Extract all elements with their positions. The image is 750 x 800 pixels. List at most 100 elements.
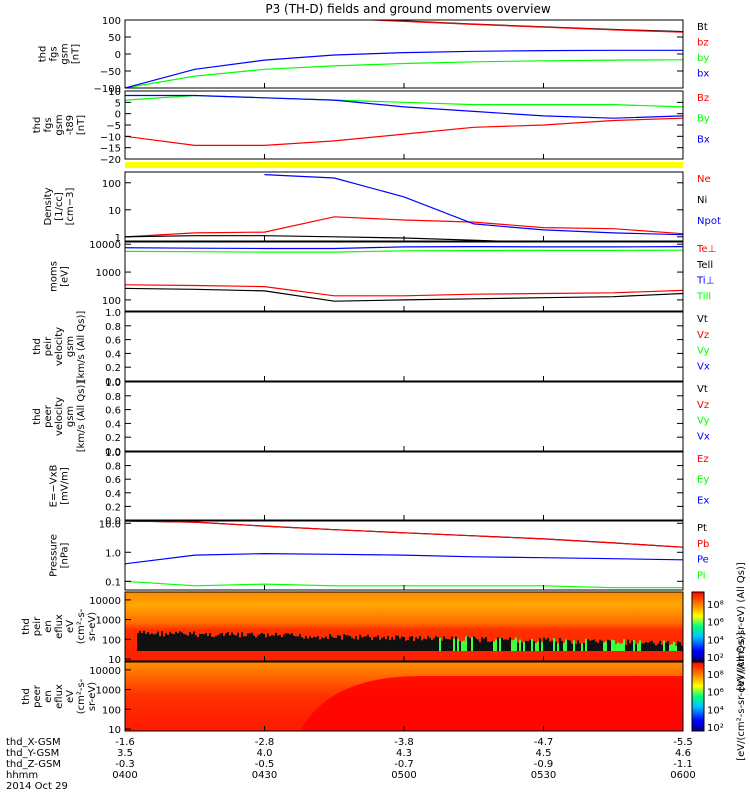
ephemeris-value: 4.5	[536, 748, 552, 759]
ephemeris-value: 4.3	[396, 748, 412, 759]
y-axis-label: [eV]	[60, 266, 71, 287]
figure-title: P3 (TH-D) fields and ground moments over…	[265, 2, 550, 16]
y-axis-label: eflux	[54, 684, 65, 709]
legend-label-By: By	[697, 114, 710, 125]
y-axis-label: Density	[43, 187, 54, 225]
y-axis-label: [km/s (All Qs)]	[76, 381, 87, 453]
y-tick-label: 0.0	[105, 447, 121, 458]
series-line-Npot	[264, 174, 683, 236]
ephemeris-value: -1.1	[673, 759, 693, 770]
colorbar-tick-label: 10⁶	[707, 688, 724, 699]
y-axis-label: velocity	[54, 397, 65, 436]
y-tick-label: 10	[108, 655, 121, 666]
y-tick-label: 10	[108, 725, 121, 736]
y-tick-label: 1000	[96, 268, 121, 279]
y-tick-label: 0.1	[105, 577, 121, 588]
y-tick-label: 100	[102, 179, 121, 190]
legend-label-Pt: Pt	[697, 523, 707, 534]
y-tick-label: 100	[102, 705, 121, 716]
y-axis-label: gsm	[65, 406, 76, 427]
legend-label-Bz: Bz	[697, 93, 709, 104]
y-axis-label: thd	[21, 688, 32, 705]
y-axis-label: thd	[32, 338, 43, 355]
y-axis-label: [nT]	[71, 44, 82, 64]
y-axis-label: [km/s (All Qs)]	[76, 311, 87, 383]
y-tick-label: 10000	[89, 596, 121, 607]
colorbar-tick-label: 10⁶	[707, 618, 724, 629]
legend-label-bz: bz	[697, 38, 709, 49]
series-line-by	[125, 59, 683, 88]
panel-frame	[124, 171, 684, 242]
ephemeris-value: 0500	[391, 770, 416, 781]
y-tick-label: 0.0	[105, 377, 121, 388]
colorbar-tick-label: 10²	[707, 653, 724, 664]
ephemeris-value: -2.8	[255, 737, 275, 748]
ephemeris-row-label: thd_Y-GSM	[6, 748, 59, 759]
y-axis-label: Pressure	[49, 534, 60, 577]
y-axis-label: [cm−3]	[65, 188, 76, 226]
legend-label-Till: Till	[696, 291, 711, 302]
panel-3: 100 10 1 Ne Ni Npot Density [1/cc] [cm−3]	[43, 171, 721, 244]
ephemeris-value: -4.7	[534, 737, 554, 748]
y-tick-label: 1.0	[105, 548, 121, 559]
status-bar	[125, 162, 683, 168]
y-tick-label: 50	[108, 33, 121, 44]
legend-label-Ez: Ez	[697, 454, 709, 465]
y-axis-label: -t89	[65, 115, 76, 135]
y-tick-label: 0	[115, 110, 121, 121]
y-axis-label: moms	[49, 261, 60, 292]
ephemeris-value: 0400	[112, 770, 137, 781]
y-axis-label: fgs	[49, 46, 60, 61]
y-tick-label: 0.2	[105, 363, 121, 374]
y-tick-label: 1.0	[105, 378, 121, 389]
panel-8: 10.0 1.0 0.1 Pt Pb Pe Pi Pressure [nPa]	[49, 519, 709, 591]
hot-region	[300, 676, 683, 731]
legend-label-Ti⊥: Ti⊥	[696, 276, 714, 287]
legend-label-Ey: Ey	[697, 475, 709, 486]
y-axis-label: en	[43, 690, 54, 703]
ephemeris-value: -0.3	[115, 759, 135, 770]
ephemeris-value: -0.5	[255, 759, 275, 770]
y-tick-label: 0	[115, 50, 121, 61]
legend-label-Bx: Bx	[697, 134, 710, 145]
y-tick-label: 0.2	[105, 433, 121, 444]
colorbar-tick-label: 10²	[707, 723, 724, 734]
y-axis-label: thd	[32, 408, 43, 425]
y-axis-label: [nT]	[76, 115, 87, 135]
ephemeris-row-label: 2014 Oct 29	[6, 781, 68, 792]
series-line-Bx	[125, 94, 683, 119]
series-line-Till	[125, 249, 683, 253]
panel-frame	[124, 90, 684, 160]
panel-7: 1.0 0.8 0.6 0.4 0.2 0.0 Ez Ey Ex E=−VxB [mV/m]	[49, 448, 710, 527]
panel-frame	[124, 381, 684, 452]
legend-label-Vz: Vz	[697, 400, 709, 411]
series-line-Pe	[125, 552, 683, 565]
y-tick-label: −50	[100, 67, 121, 78]
y-axis-label: eflux	[54, 614, 65, 639]
y-axis-label: eV	[65, 620, 76, 633]
colorbar-tick-label: 10⁴	[707, 705, 724, 716]
y-tick-label: 0.6	[105, 336, 121, 347]
y-tick-label: −15	[100, 144, 121, 155]
y-axis-label: sr-eV)	[87, 612, 98, 641]
y-tick-label: 100	[102, 16, 121, 27]
series-line-By	[125, 94, 683, 108]
legend-label-Vt: Vt	[697, 314, 708, 325]
colorbar-label: [eV/(cm²-s-sr-eV) (All Qs)]	[736, 632, 747, 761]
legend-label-Vx: Vx	[697, 361, 710, 372]
panel-frame	[124, 19, 684, 89]
y-tick-label: 10000	[89, 240, 121, 251]
y-tick-label: 5	[115, 98, 121, 109]
y-tick-label: 0.8	[105, 392, 121, 403]
colorbar-tick-label: 10⁸	[707, 670, 724, 681]
y-tick-label: 10	[108, 206, 121, 217]
y-axis-label: (cm²-s-	[76, 608, 87, 644]
y-tick-label: −100	[94, 84, 121, 95]
y-axis-label: peir	[43, 336, 54, 356]
panel-6: 1.0 0.8 0.6 0.4 0.2 0.0 Vt Vz Vy Vx thd peer velocit…	[32, 378, 710, 458]
ephemeris-row-label: thd_Z-GSM	[6, 759, 61, 770]
panel-10: 10⁸ 10⁶ 10⁴ 10² 10000 1000 100 10 thd peer en eflux…	[21, 632, 747, 761]
